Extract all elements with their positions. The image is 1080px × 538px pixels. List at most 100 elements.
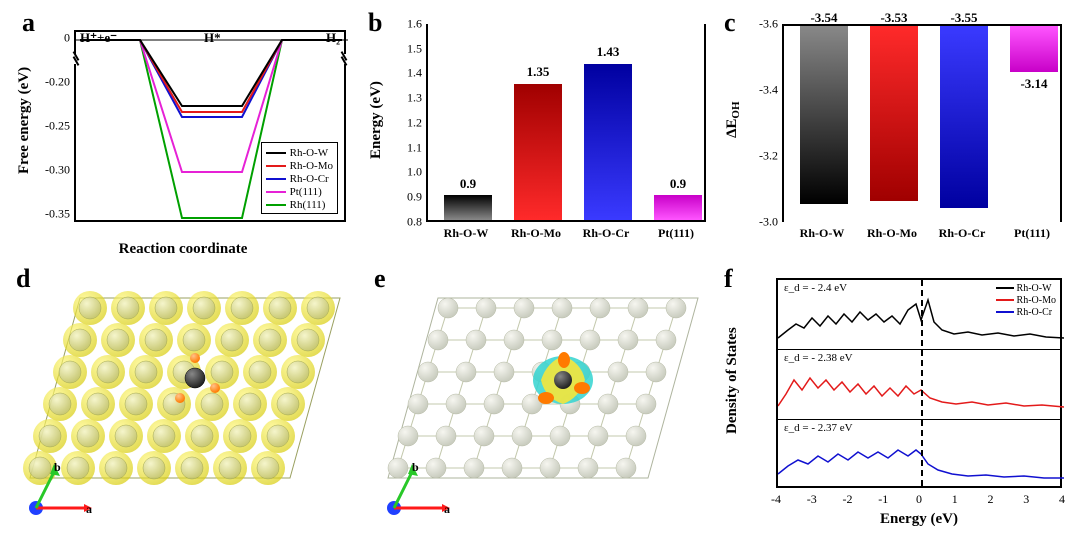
surface-atom xyxy=(249,361,271,383)
panel-f-xtick: -3 xyxy=(807,492,817,507)
panel-c-ytick: -3.0 xyxy=(746,215,778,230)
panel-a-plot-area: H⁺+e⁻ H* H₂ Rh-O-W Rh-O-M xyxy=(74,30,346,222)
surface-atom xyxy=(219,457,241,479)
surface-atom xyxy=(105,457,127,479)
bar-rhomo xyxy=(870,26,918,201)
surface-atom xyxy=(418,362,438,382)
surface-atom xyxy=(590,298,610,318)
surface-atom xyxy=(193,297,215,319)
panel-f-xtick: 2 xyxy=(988,492,994,507)
panel-e: e xyxy=(368,268,718,530)
surface-atom xyxy=(79,297,101,319)
legend-label: Rh-O-Mo xyxy=(290,160,333,172)
surface-atom xyxy=(540,458,560,478)
panel-c-xcat: Rh-O-W xyxy=(800,226,845,241)
surface-atom xyxy=(191,425,213,447)
bar-pt111 xyxy=(1010,26,1058,72)
surface-atom xyxy=(107,329,129,351)
surface-atom xyxy=(59,361,81,383)
bar-value-label: -3.14 xyxy=(1004,76,1064,92)
surface-atom xyxy=(267,425,289,447)
panel-b-plot-area: 0.9 1.35 1.43 0.9 xyxy=(426,24,706,222)
surface-atom xyxy=(39,425,61,447)
surface-atom xyxy=(618,330,638,350)
surface-atom xyxy=(456,362,476,382)
panel-f-ylabel: Density of States xyxy=(724,268,742,494)
bar-pt111 xyxy=(654,195,702,220)
panel-a-ytick: -0.30 xyxy=(32,163,70,178)
surface-atom xyxy=(97,361,119,383)
panel-b: b Energy (eV) 0.9 1.35 1.43 0.9 0.8 0.9 … xyxy=(364,10,714,260)
surface-atom xyxy=(552,298,572,318)
surface-atom xyxy=(474,426,494,446)
surface-atom xyxy=(466,330,486,350)
panel-b-xcat: Rh-O-W xyxy=(444,226,489,241)
bar-rhomo xyxy=(514,84,562,220)
legend-item: Rh-O-W xyxy=(996,282,1056,294)
surface-atom xyxy=(297,329,319,351)
panel-a-legend: Rh-O-W Rh-O-Mo Rh-O-Cr Pt(111) Rh(111) xyxy=(261,142,338,214)
surface-atom xyxy=(155,297,177,319)
axis-a-label: a xyxy=(86,502,92,517)
surface-atom xyxy=(231,297,253,319)
panel-b-ytick: 1.5 xyxy=(390,42,422,57)
broken-axis-mark xyxy=(70,54,82,64)
surface-atom xyxy=(77,425,99,447)
bar-value-label: 0.9 xyxy=(438,176,498,192)
surface-atom xyxy=(656,330,676,350)
surface-atom xyxy=(239,393,261,415)
panel-b-ytick: 1.1 xyxy=(390,141,422,156)
surface-atom xyxy=(580,330,600,350)
surface-atom xyxy=(259,329,281,351)
bar-value-label: 1.35 xyxy=(508,64,568,80)
surface-atom xyxy=(307,297,329,319)
bar-rhow xyxy=(800,26,848,204)
panel-b-xcat: Rh-O-Cr xyxy=(583,226,630,241)
panel-f-xtick: -2 xyxy=(843,492,853,507)
legend-item: Rh(111) xyxy=(266,198,333,211)
panel-a-marker-right: H₂ xyxy=(326,30,340,46)
panel-b-label: b xyxy=(368,8,382,38)
surface-atom xyxy=(398,426,418,446)
panel-a-ytick: -0.20 xyxy=(32,75,70,90)
oxygen-atom xyxy=(210,383,220,393)
panel-b-xcat: Rh-O-Mo xyxy=(511,226,561,241)
axis-arrows-d: a b xyxy=(24,464,94,520)
dos-subpanel-2: ε_d = - 2.38 eV xyxy=(778,350,1060,420)
bar-value-label: 1.43 xyxy=(578,44,638,60)
panel-b-ytick: 1.4 xyxy=(390,66,422,81)
bar-value-label: -3.55 xyxy=(934,10,994,26)
surface-atom xyxy=(436,426,456,446)
legend-label: Pt(111) xyxy=(290,186,322,198)
surface-atom xyxy=(143,457,165,479)
panel-f-xtick: 1 xyxy=(952,492,958,507)
surface-atom xyxy=(117,297,139,319)
panel-b-ytick: 1.6 xyxy=(390,17,422,32)
surface-atom xyxy=(229,425,251,447)
panel-a-xlabel: Reaction coordinate xyxy=(10,241,356,258)
surface-atom xyxy=(446,394,466,414)
panel-b-xcat: Pt(111) xyxy=(658,226,694,241)
surface-atom xyxy=(616,458,636,478)
legend-item: Rh-O-Cr xyxy=(266,172,333,185)
axis-b-arrow xyxy=(36,472,54,508)
panel-a-ytick: 0 xyxy=(32,31,70,46)
surface-atom xyxy=(211,361,233,383)
surface-atom xyxy=(646,362,666,382)
surface-atom xyxy=(125,393,147,415)
legend-item: Rh-O-Cr xyxy=(996,306,1056,318)
panel-f-legend: Rh-O-W Rh-O-Mo Rh-O-Cr xyxy=(996,282,1056,318)
epsilon-d-label: ε_d = - 2.37 eV xyxy=(784,422,853,434)
panel-f-xtick: 3 xyxy=(1023,492,1029,507)
panel-f-xtick: -4 xyxy=(771,492,781,507)
surface-atom xyxy=(49,393,71,415)
surface-atom xyxy=(408,394,428,414)
panel-b-ytick: 1.3 xyxy=(390,91,422,106)
oxygen-atom xyxy=(175,393,185,403)
legend-item: Rh-O-Mo xyxy=(996,294,1056,306)
surface-atom xyxy=(502,458,522,478)
surface-atom xyxy=(145,329,167,351)
panel-b-ylabel: Energy (eV) xyxy=(368,10,386,230)
fermi-level-line xyxy=(921,280,923,486)
surface-atom xyxy=(181,457,203,479)
